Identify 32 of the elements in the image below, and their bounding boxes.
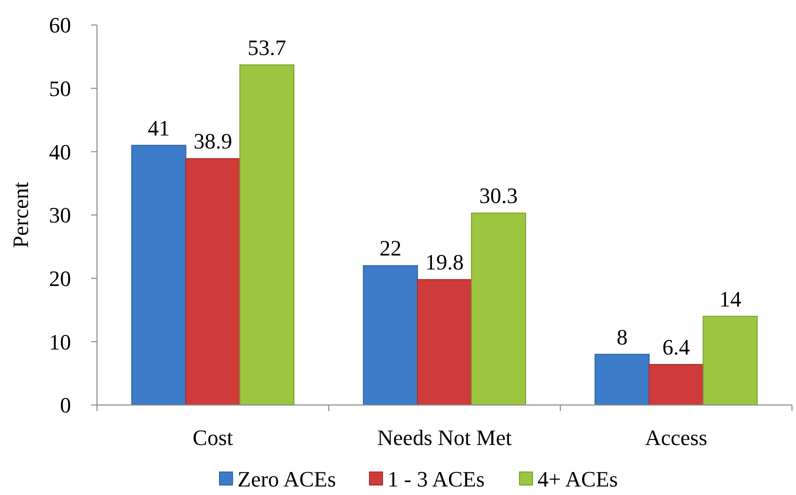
data-label: 22 <box>379 236 402 261</box>
data-label: 8 <box>616 324 628 350</box>
bar <box>185 158 240 406</box>
data-label: 14 <box>719 286 742 312</box>
y-tick-label: 50 <box>49 76 71 102</box>
y-tick-label: 10 <box>49 329 71 354</box>
bar <box>416 279 472 406</box>
data-label: 53.7 <box>248 34 286 60</box>
data-label: 6.4 <box>662 334 690 360</box>
y-axis-title: Percent <box>8 182 33 248</box>
y-tick-label: 40 <box>49 139 71 164</box>
bar <box>362 265 418 406</box>
x-tick-label: Access <box>645 425 708 450</box>
bar <box>594 354 650 406</box>
x-tick-label: Cost <box>192 425 234 450</box>
bar <box>648 364 704 406</box>
data-label: 38.9 <box>194 128 232 154</box>
legend-label: 1 - 3 ACEs <box>388 466 485 492</box>
data-label: 19.8 <box>425 250 464 275</box>
x-tick-label: Needs Not Met <box>377 425 512 450</box>
legend-label: Zero ACEs <box>238 466 336 492</box>
legend-label: 4+ ACEs <box>538 466 618 492</box>
data-label: 30.3 <box>479 183 518 208</box>
y-tick-label: 20 <box>49 266 71 292</box>
y-tick-label: 0 <box>60 392 71 418</box>
y-tick-label: 60 <box>49 12 71 38</box>
y-tick-label: 30 <box>49 202 71 228</box>
bar <box>702 316 758 406</box>
bar <box>239 64 294 406</box>
data-label: 41 <box>148 115 170 140</box>
bar <box>471 212 526 406</box>
bar <box>131 144 186 406</box>
